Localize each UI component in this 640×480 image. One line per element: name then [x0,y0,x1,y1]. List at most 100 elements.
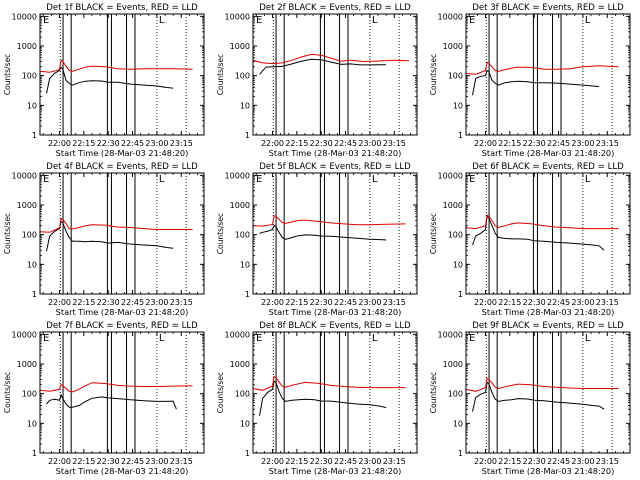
x-tick-label: 23:00 [145,457,168,466]
y-axis-label: Counts/sec [429,372,438,413]
panel-title: Det 9f BLACK = Events, RED = LLD [472,321,624,331]
x-tick-label: 22:30 [97,298,120,307]
lld-series-line [40,382,193,393]
x-tick-label: 23:15 [596,139,619,148]
y-axis-label: Counts/sec [3,213,12,254]
x-tick-label: 22:00 [474,139,497,148]
y-tick-label: 1000 [443,360,463,369]
x-tick-label: 22:15 [498,457,521,466]
y-tick-label: 10 [453,419,463,428]
y-tick-label: 100 [22,390,37,399]
y-tick-label: 100 [22,231,37,240]
y-tick-label: 1000 [230,201,250,210]
plot-frame [252,172,418,295]
events-series-line [259,58,387,75]
detector-panel-4: Det 4f BLACK = Events, RED = LLD E L 1 10 100… [3,162,205,317]
y-axis-label: Counts/sec [429,213,438,254]
x-tick-label: 22:15 [72,139,95,148]
y-tick-label: 10000 [225,330,250,339]
x-tick-label: 22:45 [121,298,144,307]
detector-panel-1: Det 1f BLACK = Events, RED = LLD E L 1 10 100… [3,3,205,158]
y-tick-label: 1000 [443,42,463,51]
x-tick-label: 23:00 [571,139,594,148]
x-tick-label: 22:45 [334,139,357,148]
corner-marker-right: L [585,333,591,344]
y-tick-label: 100 [235,72,250,81]
y-tick-label: 10000 [225,12,250,21]
panel-title: Det 6f BLACK = Events, RED = LLD [472,162,624,172]
x-tick-label: 22:00 [474,298,497,307]
y-axis-label: Counts/sec [216,54,225,95]
corner-marker-right: L [159,174,165,185]
y-axis-label: Counts/sec [216,372,225,413]
detector-panel-6: Det 6f BLACK = Events, RED = LLD E L 1 10 100… [429,162,631,317]
lld-series-line [40,59,193,73]
y-tick-label: 1000 [17,360,37,369]
detector-panel-2: Det 2f BLACK = Events, RED = LLD E L 1 10 100… [216,3,418,158]
x-tick-label: 22:45 [547,457,570,466]
lld-series-line [466,61,619,75]
panel-title: Det 1f BLACK = Events, RED = LLD [46,3,198,13]
x-tick-label: 22:15 [72,298,95,307]
x-tick-label: 22:00 [261,298,284,307]
x-tick-label: 22:45 [334,457,357,466]
y-tick-label: 10000 [12,171,37,180]
corner-marker-left: E [469,333,475,344]
y-tick-label: 1 [245,131,250,140]
events-series-line [472,381,605,412]
panel-title: Det 5f BLACK = Events, RED = LLD [259,162,411,172]
x-tick-label: 22:45 [121,139,144,148]
corner-marker-right: L [585,15,591,26]
plot-frame [39,172,205,295]
corner-marker-right: L [159,15,165,26]
y-tick-label: 100 [448,72,463,81]
corner-marker-left: E [256,15,262,26]
events-series-line [46,393,177,410]
y-tick-label: 10000 [438,171,463,180]
lld-series-line [466,377,619,392]
y-tick-label: 1 [458,131,463,140]
y-tick-label: 100 [22,72,37,81]
y-axis-label: Counts/sec [216,213,225,254]
x-tick-label: 22:30 [97,457,120,466]
y-tick-label: 10000 [438,12,463,21]
x-axis-label: Start Time (28-Mar-03 21:48:20) [269,307,402,317]
y-tick-label: 10 [453,260,463,269]
x-tick-label: 22:30 [310,457,333,466]
x-tick-label: 23:00 [145,139,168,148]
panel-title: Det 7f BLACK = Events, RED = LLD [46,321,198,331]
x-tick-label: 22:15 [285,298,308,307]
plot-frame [465,13,631,136]
panel-title: Det 4f BLACK = Events, RED = LLD [46,162,198,172]
y-tick-label: 1 [245,290,250,299]
x-tick-label: 23:15 [383,457,406,466]
y-tick-label: 100 [235,390,250,399]
x-tick-label: 23:00 [571,457,594,466]
y-tick-label: 100 [448,231,463,240]
y-tick-label: 100 [235,231,250,240]
y-tick-label: 10 [240,419,250,428]
x-axis-label: Start Time (28-Mar-03 21:48:20) [269,466,402,476]
corner-marker-left: E [256,333,262,344]
x-tick-label: 22:45 [547,139,570,148]
events-series-line [46,66,174,94]
events-series-line [259,380,387,416]
x-tick-label: 23:15 [596,457,619,466]
corner-marker-left: E [469,15,475,26]
x-tick-label: 22:15 [72,457,95,466]
y-tick-label: 10000 [225,171,250,180]
x-tick-label: 22:45 [121,457,144,466]
detector-panel-8: Det 8f BLACK = Events, RED = LLD E L 1 10 100… [216,321,418,476]
y-tick-label: 10000 [438,330,463,339]
plot-frame [252,331,418,454]
corner-marker-right: L [372,15,378,26]
x-tick-label: 23:15 [383,298,406,307]
x-tick-label: 22:15 [285,139,308,148]
x-tick-label: 23:15 [170,457,193,466]
plot-frame [252,13,418,136]
plot-frame [39,331,205,454]
corner-marker-right: L [159,333,165,344]
y-tick-label: 10 [27,260,37,269]
panel-title: Det 8f BLACK = Events, RED = LLD [259,321,411,331]
x-tick-label: 23:00 [145,298,168,307]
